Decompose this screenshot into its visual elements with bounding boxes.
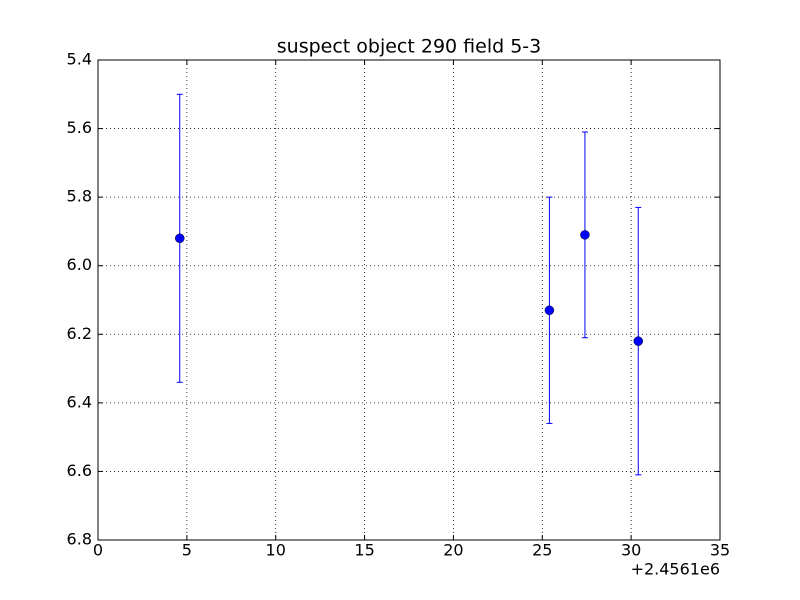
x-tick-label: 0 [93, 541, 103, 560]
x-tick-label: 10 [266, 541, 286, 560]
data-point [174, 233, 185, 244]
data-point [580, 230, 590, 240]
x-tick-label: 20 [443, 541, 463, 560]
x-tick-label: 35 [710, 541, 730, 560]
y-tick-label: 5.4 [67, 50, 92, 69]
y-tick-label: 6.6 [67, 461, 92, 480]
y-tick-label: 5.8 [67, 187, 92, 206]
data-point [633, 336, 644, 346]
x-offset-label: +2.4561e6 [631, 560, 720, 579]
data-point [544, 305, 555, 316]
y-tick-label: 6.4 [67, 392, 92, 411]
x-tick-label: 25 [532, 541, 552, 560]
y-tick-label: 6.0 [67, 255, 92, 274]
x-tick-label: 5 [182, 541, 192, 560]
x-tick-label: 15 [354, 541, 374, 560]
y-tick-label: 5.6 [67, 118, 92, 137]
chart-title: suspect object 290 field 5-3 [277, 36, 542, 58]
y-tick-label: 6.8 [67, 530, 92, 549]
y-tick-label: 6.2 [67, 324, 92, 343]
x-tick-label: 30 [621, 541, 641, 560]
plot-frame [97, 59, 721, 541]
